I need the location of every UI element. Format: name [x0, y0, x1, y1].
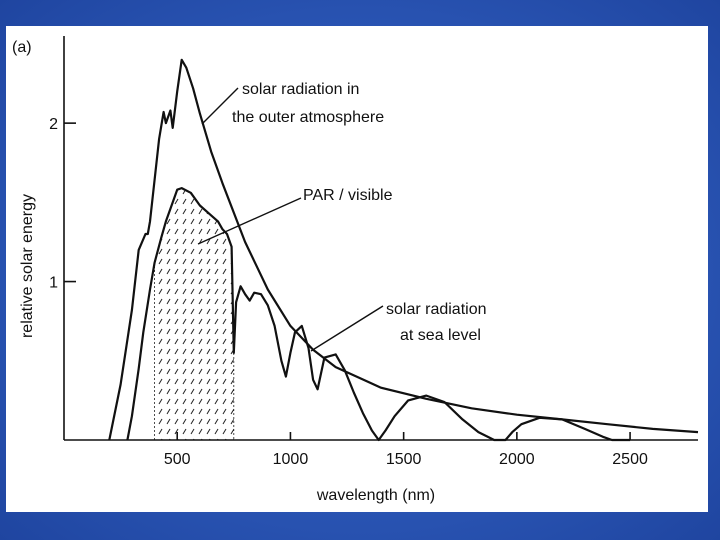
x-tick-label: 1500: [386, 451, 422, 468]
annotation-outer-atmosphere-line-2: the outer atmosphere: [232, 109, 384, 126]
annotation-sea-level-line-1: solar radiation: [386, 301, 487, 318]
annotation-sea-level-line-2: at sea level: [400, 327, 481, 344]
x-tick-label: 2500: [612, 451, 648, 468]
outer-atmosphere-leader-line: [201, 87, 239, 125]
panel-label: (a): [12, 39, 32, 56]
annotation-outer-atmosphere-line-1: solar radiation in: [242, 81, 359, 98]
par-visible-shaded-region: [154, 187, 235, 441]
outer-atmosphere-curve: [108, 58, 699, 441]
y-tick-label: 2: [49, 116, 58, 133]
x-tick-group: 500 1000 1500 2000 2500: [164, 432, 648, 468]
x-tick-label: 500: [164, 451, 191, 468]
y-tick-group: 12: [49, 116, 76, 292]
x-axis-title: wavelength (nm): [316, 487, 435, 504]
x-tick-label: 1000: [273, 451, 309, 468]
sea-level-leader-line: [310, 305, 384, 352]
x-tick-label: 2000: [499, 451, 535, 468]
annotation-par-visible: PAR / visible: [303, 187, 393, 204]
solar-spectrum-chart: 500 1000 1500 2000 2500 12 (a) solar radiati…: [12, 36, 699, 504]
y-tick-label: 1: [49, 275, 58, 292]
y-axis-title: relative solar energy: [19, 194, 36, 338]
sea-level-curve: [126, 187, 631, 442]
par-leader-line: [197, 197, 302, 245]
